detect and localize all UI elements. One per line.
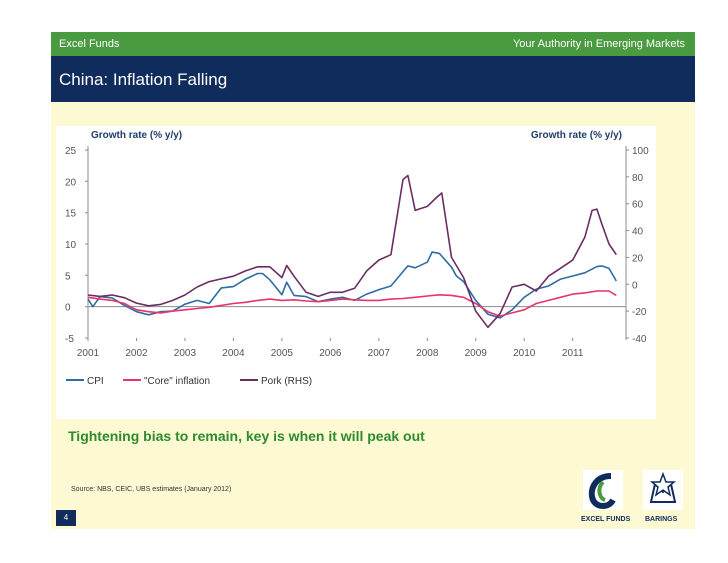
x-tick-label: 2005 [271,348,294,359]
left-tick-label: 15 [65,209,77,220]
right-tick-label: 60 [632,200,644,211]
series-line [87,290,617,317]
left-tick-label: 25 [65,146,77,157]
x-tick-label: 2011 [562,348,584,359]
slide-subtitle: Tightening bias to remain, key is when i… [68,428,425,444]
legend-label: Pork (RHS) [261,376,312,387]
excel-funds-logo-text: EXCEL FUNDS [581,516,631,523]
left-tick-label: 10 [65,240,77,251]
series-line [87,251,617,319]
x-tick-label: 2001 [77,348,100,359]
right-tick-label: -40 [632,334,647,345]
slide: Excel Funds Your Authority in Emerging M… [51,32,695,529]
excel-funds-logo: EXCEL FUNDS [581,470,631,523]
x-tick-label: 2007 [368,348,391,359]
title-bar: China: Inflation Falling [51,56,695,102]
barings-logo-text: BARINGS [645,516,678,523]
left-axis-title: Growth rate (% y/y) [91,130,182,141]
x-tick-label: 2003 [174,348,197,359]
x-tick-label: 2002 [125,348,148,359]
x-tick-label: 2006 [319,348,342,359]
tagline: Your Authority in Emerging Markets [512,38,685,50]
left-tick-label: 0 [65,303,71,314]
left-tick-label: 20 [65,177,77,188]
x-tick-label: 2004 [222,348,245,359]
right-tick-label: 20 [632,253,644,264]
right-tick-label: 100 [632,146,649,157]
x-tick-label: 2009 [465,348,488,359]
slide-title: China: Inflation Falling [59,70,228,89]
logo-area: EXCEL FUNDS BARINGS [581,470,691,528]
legend-label: "Core" inflation [144,376,210,387]
right-tick-label: 80 [632,173,644,184]
right-tick-label: -20 [632,307,647,318]
right-axis-title: Growth rate (% y/y) [531,130,622,141]
series-line [87,174,617,329]
line-chart: Growth rate (% y/y) Growth rate (% y/y) 25… [65,130,649,387]
right-tick-label: 40 [632,227,644,238]
chart-panel: Growth rate (% y/y) Growth rate (% y/y) 25… [56,126,656,419]
x-tick-label: 2010 [513,348,536,359]
legend-label: CPI [87,376,104,387]
barings-logo: BARINGS [643,470,683,523]
x-tick-label: 2008 [416,348,439,359]
page-number: 4 [56,510,76,526]
left-tick-label: 5 [65,271,71,282]
left-tick-label: -5 [65,334,74,345]
brand-name: Excel Funds [59,38,120,50]
source-note: Source: NBS, CEIC, UBS estimates (Januar… [71,486,232,493]
top-banner: Excel Funds Your Authority in Emerging M… [51,32,695,56]
right-tick-label: 0 [632,280,638,291]
